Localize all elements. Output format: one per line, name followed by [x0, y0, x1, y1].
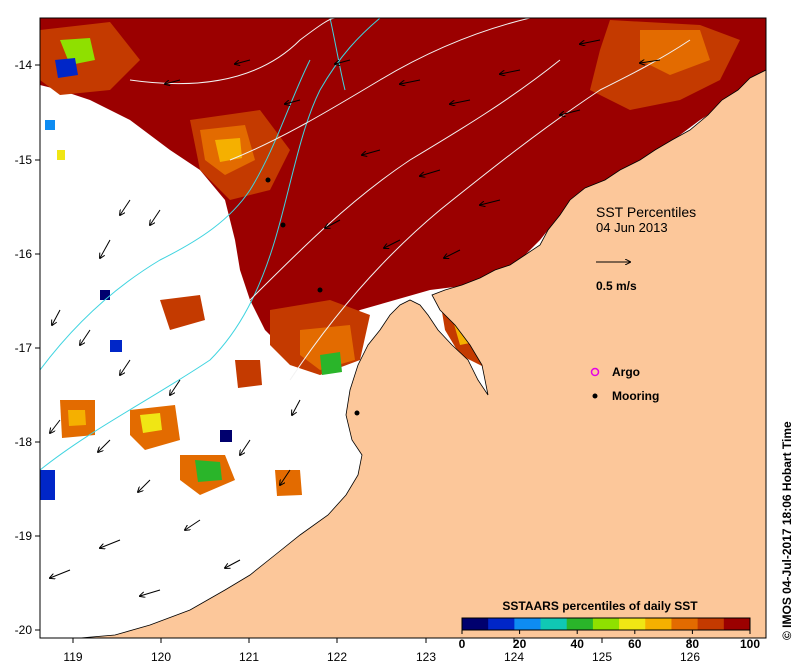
legend-mooring-label: Mooring: [612, 389, 659, 403]
y-tick-label: -18: [15, 435, 33, 449]
y-tick-label: -15: [15, 153, 33, 167]
colorbar-swatch: [592, 618, 620, 630]
map-title: SST Percentiles: [596, 204, 696, 220]
colorbar-swatch: [645, 618, 672, 630]
legend-argo-label: Argo: [612, 365, 640, 379]
colorbar-swatch: [514, 618, 542, 630]
colorbar-title: SSTAARS percentiles of daily SST: [502, 599, 698, 613]
colorbar-swatch: [462, 618, 489, 630]
y-tick-label: -16: [15, 247, 33, 261]
colorbar-tick-label: 0: [459, 637, 466, 651]
x-tick-label: 123: [416, 650, 436, 664]
colorbar-tick-label: 20: [513, 637, 527, 651]
x-tick-label: 120: [151, 650, 171, 664]
x-tick-label: 126: [680, 650, 700, 664]
colorbar-swatch: [488, 618, 515, 630]
axis-ticks: [35, 64, 691, 643]
colorbar: [462, 618, 751, 630]
x-tick-label: 125: [592, 650, 612, 664]
x-tick-label: 119: [63, 650, 82, 664]
sst-warm-region: [40, 18, 766, 345]
colorbar-tick-label: 60: [628, 637, 642, 651]
colorbar-swatch: [566, 618, 594, 630]
colorbar-swatch: [697, 618, 725, 630]
colorbar-frame: [461, 617, 751, 631]
y-tick-label: -20: [15, 623, 33, 637]
map-date: 04 Jun 2013: [596, 220, 668, 235]
colorbar-swatch: [671, 618, 699, 630]
colorbar-tick-label: 100: [740, 637, 760, 651]
x-tick-label: 121: [239, 650, 259, 664]
current-vectors: [50, 39, 661, 596]
isobath-contours: [40, 18, 691, 471]
colorbar-swatch: [540, 618, 568, 630]
land-mass: [79, 69, 766, 638]
mooring-markers: [265, 177, 360, 416]
colorbar-swatch: [619, 618, 646, 630]
colorbar-tick-label: 40: [571, 637, 585, 651]
x-tick-label: 122: [327, 650, 347, 664]
x-tick-label: 124: [504, 650, 524, 664]
mooring-legend-marker: [592, 393, 598, 399]
scale-label: 0.5 m/s: [596, 279, 637, 293]
colorbar-ticks: [461, 630, 751, 634]
y-tick-label: -19: [15, 529, 33, 543]
y-tick-label: -14: [15, 58, 33, 72]
plot-frame: [39, 17, 767, 639]
colorbar-tick-label: 80: [686, 637, 700, 651]
argo-marker: [590, 367, 600, 377]
credit-text: © IMOS 04-Jul-2017 18:06 Hobart Time: [780, 421, 794, 640]
colorbar-swatch: [723, 618, 751, 630]
y-tick-label: -17: [15, 341, 33, 355]
